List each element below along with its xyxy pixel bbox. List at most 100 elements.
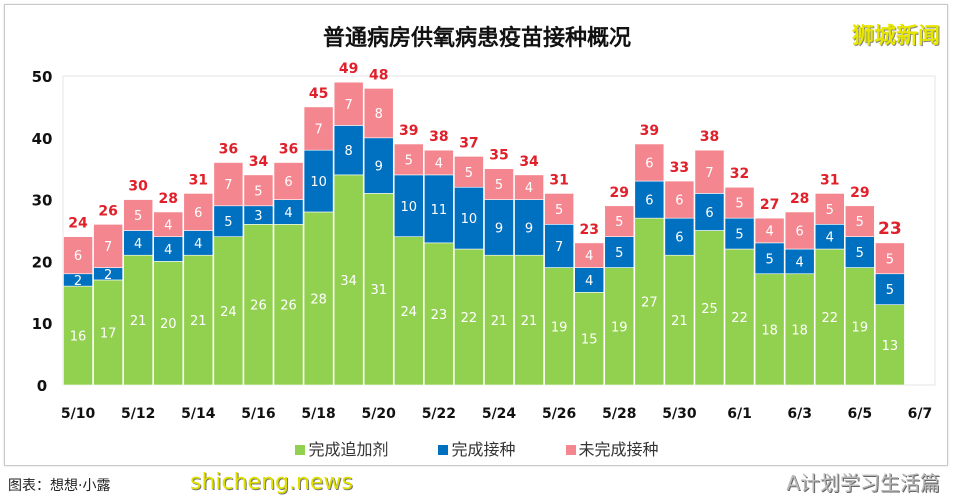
bar-total-label: 49 bbox=[339, 61, 358, 77]
bar-segment bbox=[875, 242, 905, 275]
bar-segment bbox=[213, 162, 244, 207]
bar-value-label: 5 bbox=[254, 184, 262, 199]
bar-segment bbox=[303, 149, 334, 213]
x-tick-label: 5/14 bbox=[181, 406, 216, 422]
bar-segment bbox=[754, 242, 785, 275]
y-tick-label: 0 bbox=[37, 377, 47, 395]
bar-total-label: 32 bbox=[730, 166, 749, 182]
bar-value-label: 4 bbox=[765, 225, 773, 240]
bar-total-label: 38 bbox=[700, 129, 719, 145]
bar-value-label: 4 bbox=[164, 218, 172, 233]
bar-value-label: 6 bbox=[645, 157, 653, 172]
bar-value-label: 6 bbox=[194, 206, 202, 221]
bar-value-label: 4 bbox=[585, 274, 593, 289]
bar-value-label: 4 bbox=[194, 237, 202, 252]
bar-segment bbox=[363, 137, 394, 194]
x-tick-label: 5/26 bbox=[542, 406, 576, 422]
bar-segment bbox=[303, 211, 334, 386]
bar-segment bbox=[574, 291, 605, 386]
bar-value-label: 7 bbox=[224, 178, 232, 193]
bar-value-label: 9 bbox=[375, 160, 383, 175]
caption: 图表：想想·小露 bbox=[8, 478, 111, 494]
bar-value-label: 6 bbox=[675, 194, 683, 209]
bar-total-label: 39 bbox=[640, 123, 659, 139]
bar-value-label: 4 bbox=[164, 243, 172, 258]
bar-segment bbox=[844, 267, 875, 386]
bar-segment bbox=[153, 236, 184, 262]
bar-segment bbox=[694, 149, 725, 194]
bar-segment bbox=[243, 174, 274, 207]
x-tick-label: 6/1 bbox=[727, 406, 752, 422]
bar-segment bbox=[814, 224, 845, 250]
bar-total-label: 29 bbox=[850, 185, 869, 201]
bar-total-label: 34 bbox=[519, 154, 539, 170]
x-tick-label: 5/20 bbox=[362, 406, 397, 422]
bar-segment bbox=[213, 205, 244, 237]
bar-segment bbox=[243, 224, 274, 386]
bar-value-label: 17 bbox=[100, 326, 117, 341]
bar-value-label: 5 bbox=[735, 197, 743, 212]
bar-segment bbox=[213, 236, 244, 386]
legend-item-incomplete: 未完成接种 bbox=[565, 436, 659, 460]
bar-total-label: 38 bbox=[429, 129, 448, 145]
bar-segment bbox=[454, 186, 484, 250]
bar-segment bbox=[183, 230, 214, 256]
bar-value-label: 6 bbox=[645, 194, 653, 209]
x-tick-label: 5/28 bbox=[602, 406, 636, 422]
bar-segment bbox=[544, 224, 574, 268]
bar-segment bbox=[183, 193, 214, 231]
bar-value-label: 5 bbox=[735, 228, 743, 243]
bar-value-label: 24 bbox=[401, 305, 418, 320]
bar-segment bbox=[183, 254, 214, 386]
bar-value-label: 7 bbox=[555, 240, 563, 255]
bar-segment bbox=[514, 199, 544, 256]
x-tick-label: 6/7 bbox=[908, 406, 933, 422]
site-watermark: shicheng.news bbox=[190, 470, 353, 495]
x-tick-label: 5/30 bbox=[662, 406, 697, 422]
bar-value-label: 26 bbox=[250, 299, 267, 314]
x-tick-label: 5/24 bbox=[482, 406, 517, 422]
y-tick-label: 20 bbox=[32, 253, 53, 271]
bar-value-label: 3 bbox=[254, 209, 262, 224]
bar-value-label: 9 bbox=[495, 221, 503, 236]
bar-value-label: 15 bbox=[581, 333, 598, 348]
legend-label: 未完成接种 bbox=[578, 440, 659, 459]
bar-segment bbox=[273, 199, 304, 225]
bar-value-label: 7 bbox=[314, 123, 322, 138]
bar-total-label: 45 bbox=[309, 86, 328, 102]
bar-segment bbox=[153, 261, 184, 386]
bar-segment bbox=[694, 230, 725, 386]
x-tick-label: 5/12 bbox=[121, 406, 155, 422]
bar-value-label: 5 bbox=[555, 203, 563, 218]
bar-value-label: 13 bbox=[882, 339, 899, 354]
bar-value-label: 10 bbox=[401, 200, 418, 215]
bar-value-label: 7 bbox=[104, 240, 112, 255]
bar-segment bbox=[514, 254, 544, 386]
bar-segment bbox=[393, 236, 424, 386]
bar-total-label: 31 bbox=[549, 172, 568, 188]
bar-segment bbox=[484, 168, 514, 200]
bar-value-label: 9 bbox=[525, 221, 533, 236]
bar-segment bbox=[273, 224, 304, 386]
y-tick-label: 50 bbox=[32, 68, 53, 86]
bar-value-label: 28 bbox=[310, 292, 327, 307]
bar-segment bbox=[544, 267, 574, 386]
bar-value-label: 4 bbox=[796, 255, 804, 270]
bar-segment bbox=[123, 254, 154, 386]
bar-value-label: 27 bbox=[641, 296, 658, 311]
bar-value-label: 5 bbox=[224, 215, 232, 230]
bar-value-label: 8 bbox=[375, 107, 383, 122]
bar-value-label: 4 bbox=[585, 249, 593, 264]
bar-value-label: 24 bbox=[220, 305, 237, 320]
bar-value-label: 21 bbox=[521, 314, 538, 329]
bar-value-label: 6 bbox=[675, 231, 683, 246]
bar-value-label: 21 bbox=[190, 314, 207, 329]
bar-segment bbox=[634, 143, 665, 182]
bar-value-label: 31 bbox=[370, 283, 387, 298]
bar-segment bbox=[664, 180, 695, 219]
bar-value-label: 20 bbox=[160, 317, 177, 332]
bar-segment bbox=[393, 143, 424, 176]
legend-label: 完成追加剂 bbox=[308, 440, 389, 459]
bar-segment bbox=[123, 199, 154, 231]
